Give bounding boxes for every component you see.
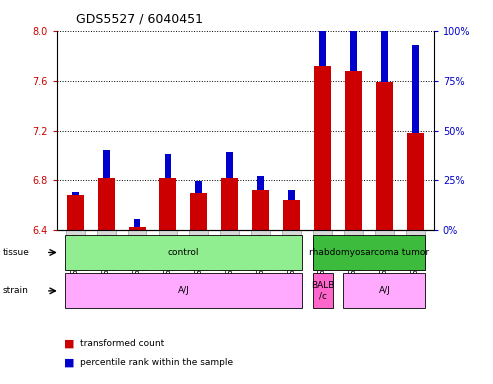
Text: BALB
/c: BALB /c bbox=[311, 281, 334, 301]
Bar bbox=[66, 230, 85, 270]
Text: control: control bbox=[168, 248, 199, 257]
Text: GSM738157: GSM738157 bbox=[349, 233, 358, 279]
Bar bbox=[97, 230, 115, 270]
Text: strain: strain bbox=[2, 286, 28, 295]
Bar bbox=[189, 230, 209, 270]
Bar bbox=[103, 150, 109, 178]
Text: GSM738159: GSM738159 bbox=[411, 233, 420, 279]
Text: GSM738158: GSM738158 bbox=[380, 233, 389, 279]
Text: transformed count: transformed count bbox=[80, 339, 165, 348]
Bar bbox=[226, 152, 233, 178]
Text: percentile rank within the sample: percentile rank within the sample bbox=[80, 358, 234, 367]
Text: GSM738155: GSM738155 bbox=[318, 233, 327, 279]
Text: tissue: tissue bbox=[2, 248, 30, 257]
Bar bbox=[196, 181, 202, 193]
Bar bbox=[221, 178, 238, 230]
Bar bbox=[65, 235, 302, 270]
Bar bbox=[344, 230, 363, 270]
Text: GDS5527 / 6040451: GDS5527 / 6040451 bbox=[75, 12, 203, 25]
Bar bbox=[159, 230, 177, 270]
Bar bbox=[251, 230, 270, 270]
Text: rhabdomyosarcoma tumor: rhabdomyosarcoma tumor bbox=[309, 248, 429, 257]
Bar bbox=[412, 45, 419, 133]
Bar bbox=[65, 273, 302, 308]
Bar bbox=[314, 66, 331, 230]
Bar bbox=[345, 71, 362, 230]
Bar bbox=[344, 273, 425, 308]
Text: A/J: A/J bbox=[177, 286, 189, 295]
Bar bbox=[313, 273, 333, 308]
Bar bbox=[406, 230, 425, 270]
Text: GSM738156: GSM738156 bbox=[70, 233, 80, 279]
Bar bbox=[375, 230, 394, 270]
Bar bbox=[129, 227, 145, 230]
Bar bbox=[134, 218, 141, 227]
Bar bbox=[319, 0, 326, 66]
Bar bbox=[190, 193, 208, 230]
Bar bbox=[159, 178, 176, 230]
Text: GSM738160: GSM738160 bbox=[102, 233, 110, 279]
Bar bbox=[350, 0, 357, 71]
Text: GSM738161: GSM738161 bbox=[133, 233, 141, 279]
Text: ■: ■ bbox=[64, 358, 74, 368]
Text: GSM738163: GSM738163 bbox=[287, 233, 296, 279]
Bar bbox=[128, 230, 146, 270]
Bar bbox=[165, 154, 172, 178]
Bar bbox=[288, 190, 295, 200]
Bar bbox=[282, 230, 301, 270]
Bar bbox=[376, 82, 393, 230]
Text: GSM738162: GSM738162 bbox=[164, 233, 173, 279]
Bar bbox=[313, 230, 332, 270]
Bar bbox=[98, 178, 115, 230]
Text: GSM738166: GSM738166 bbox=[256, 233, 265, 279]
Bar bbox=[313, 235, 425, 270]
Bar bbox=[257, 177, 264, 190]
Bar bbox=[72, 192, 79, 195]
Bar bbox=[67, 195, 84, 230]
Bar bbox=[220, 230, 239, 270]
Text: A/J: A/J bbox=[379, 286, 390, 295]
Bar bbox=[283, 200, 300, 230]
Bar bbox=[381, 0, 388, 82]
Text: GSM738164: GSM738164 bbox=[194, 233, 204, 279]
Text: GSM738165: GSM738165 bbox=[225, 233, 234, 279]
Bar bbox=[407, 133, 424, 230]
Text: ■: ■ bbox=[64, 339, 74, 349]
Bar bbox=[252, 190, 269, 230]
